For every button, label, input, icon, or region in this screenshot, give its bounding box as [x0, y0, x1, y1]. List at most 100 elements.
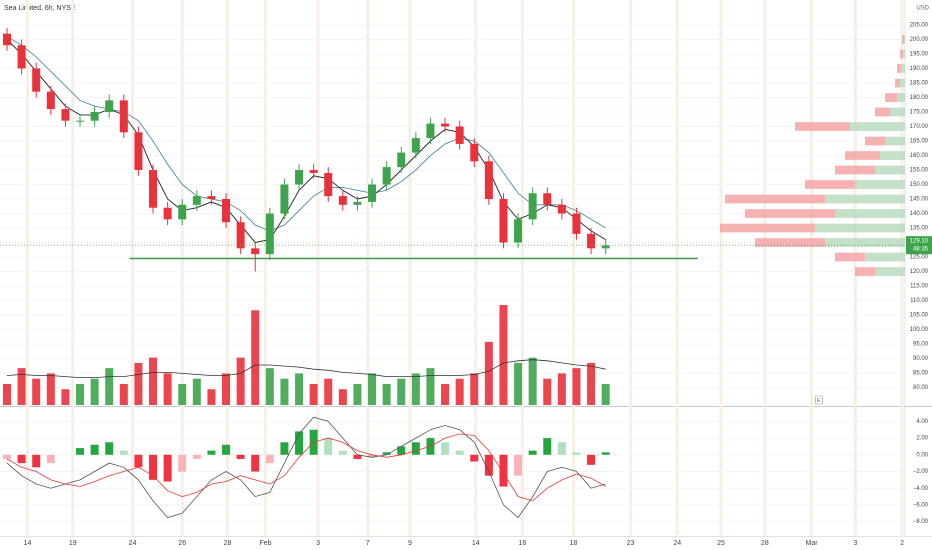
profile-up: [875, 165, 905, 175]
macd-histogram: [32, 454, 41, 468]
profile-up: [835, 209, 905, 218]
macd-histogram: [411, 442, 420, 455]
macd-histogram: [46, 454, 55, 464]
macd-histogram: [557, 442, 566, 455]
volume-bar: [499, 305, 508, 405]
profile-up: [900, 78, 905, 88]
profile-up: [865, 252, 905, 262]
y-tick-label: 125.00: [910, 255, 929, 261]
candle-body: [557, 204, 566, 214]
volume-bar: [207, 389, 216, 405]
candle-body: [236, 222, 245, 249]
volume-bar: [119, 383, 128, 405]
macd-histogram: [455, 450, 464, 455]
y-tick-label: 165.00: [910, 139, 929, 145]
x-tick-label: 24: [673, 540, 681, 547]
y-tick-label: 155.00: [910, 168, 929, 174]
macd-histogram: [484, 454, 493, 476]
volume-bar: [426, 368, 435, 405]
macd-histogram: [324, 438, 333, 455]
volume-bar: [382, 383, 391, 405]
volume-bar: [222, 373, 231, 405]
profile-up: [875, 267, 905, 276]
macd-histogram: [17, 454, 26, 464]
volume-bar: [192, 378, 201, 405]
volume-bar: [324, 378, 333, 405]
x-tick-label: 25: [717, 540, 725, 547]
profile-up: [897, 93, 905, 102]
macd-tick-label: −2.00: [913, 469, 929, 475]
x-tick-label: 18: [570, 540, 578, 547]
volume-ma: [6, 359, 606, 378]
macd-histogram: [543, 438, 552, 455]
candle-body: [368, 184, 377, 202]
candle-body: [309, 170, 318, 173]
profile-up: [855, 180, 905, 189]
candle-body: [499, 199, 508, 243]
y-tick-label: 120.00: [910, 269, 929, 275]
macd-histogram: [382, 452, 391, 455]
profile-up: [901, 64, 905, 73]
candle-body: [572, 213, 581, 234]
profile-down: [885, 93, 897, 102]
x-tick-label: 2: [900, 540, 904, 547]
profile-up: [880, 151, 905, 160]
volume-bar: [280, 378, 289, 405]
volume-bar: [149, 357, 158, 405]
signal-line: [6, 433, 606, 502]
macd-histogram: [222, 444, 231, 455]
candle-body: [207, 196, 216, 200]
last-price-label: 129.10: [910, 239, 929, 245]
x-tick-label: 28: [761, 540, 769, 547]
profile-up: [825, 194, 905, 204]
y-tick-label: 160.00: [910, 153, 929, 159]
candle-body: [587, 233, 596, 249]
y-tick-label: 150.00: [910, 182, 929, 188]
x-tick-label: 16: [519, 540, 527, 547]
macd-histogram: [295, 431, 304, 455]
y-tick-label: 195.00: [910, 52, 929, 58]
volume-bar: [295, 373, 304, 405]
macd-tick-label: −8.00: [913, 519, 929, 525]
y-tick-label: 145.00: [910, 197, 929, 203]
y-tick-label: 100.00: [910, 327, 929, 333]
y-tick-label: 180.00: [910, 95, 929, 101]
x-tick-label: 14: [24, 540, 32, 547]
volume-bar: [601, 383, 610, 405]
volume-bar: [528, 357, 537, 405]
volume-bar: [105, 368, 114, 405]
volume-bar: [178, 383, 187, 405]
chart-title: Sea Limited, 6h, NYSE: [4, 5, 76, 12]
volume-bar: [441, 383, 450, 405]
macd-histogram: [514, 454, 523, 476]
earnings-flag: E: [817, 398, 821, 404]
macd-histogram: [76, 448, 85, 455]
volume-bar: [368, 373, 377, 405]
macd-histogram: [105, 442, 114, 455]
candle-body: [222, 199, 231, 223]
candle-body: [134, 132, 143, 171]
y-tick-label: 205.00: [910, 23, 929, 29]
macd-histogram: [163, 454, 172, 482]
candle-body: [32, 68, 41, 92]
x-tick-label: 3: [853, 540, 857, 547]
candle-body: [178, 204, 187, 220]
macd-histogram: [149, 454, 158, 480]
candle-body: [528, 193, 537, 220]
macd-histogram: [178, 454, 187, 472]
y-tick-label: 175.00: [910, 110, 929, 116]
y-tick-label: 115.00: [910, 284, 929, 290]
x-tick-label: 23: [627, 540, 635, 547]
profile-down: [865, 136, 885, 146]
candle-body: [455, 126, 464, 144]
x-tick-label: 9: [408, 540, 412, 547]
profile-down: [900, 49, 903, 59]
candle-body: [90, 111, 99, 121]
macd-histogram: [236, 454, 245, 459]
candle-body: [484, 161, 493, 200]
candle-body: [338, 196, 347, 205]
profile-down: [875, 107, 890, 117]
profile-down: [855, 267, 875, 276]
